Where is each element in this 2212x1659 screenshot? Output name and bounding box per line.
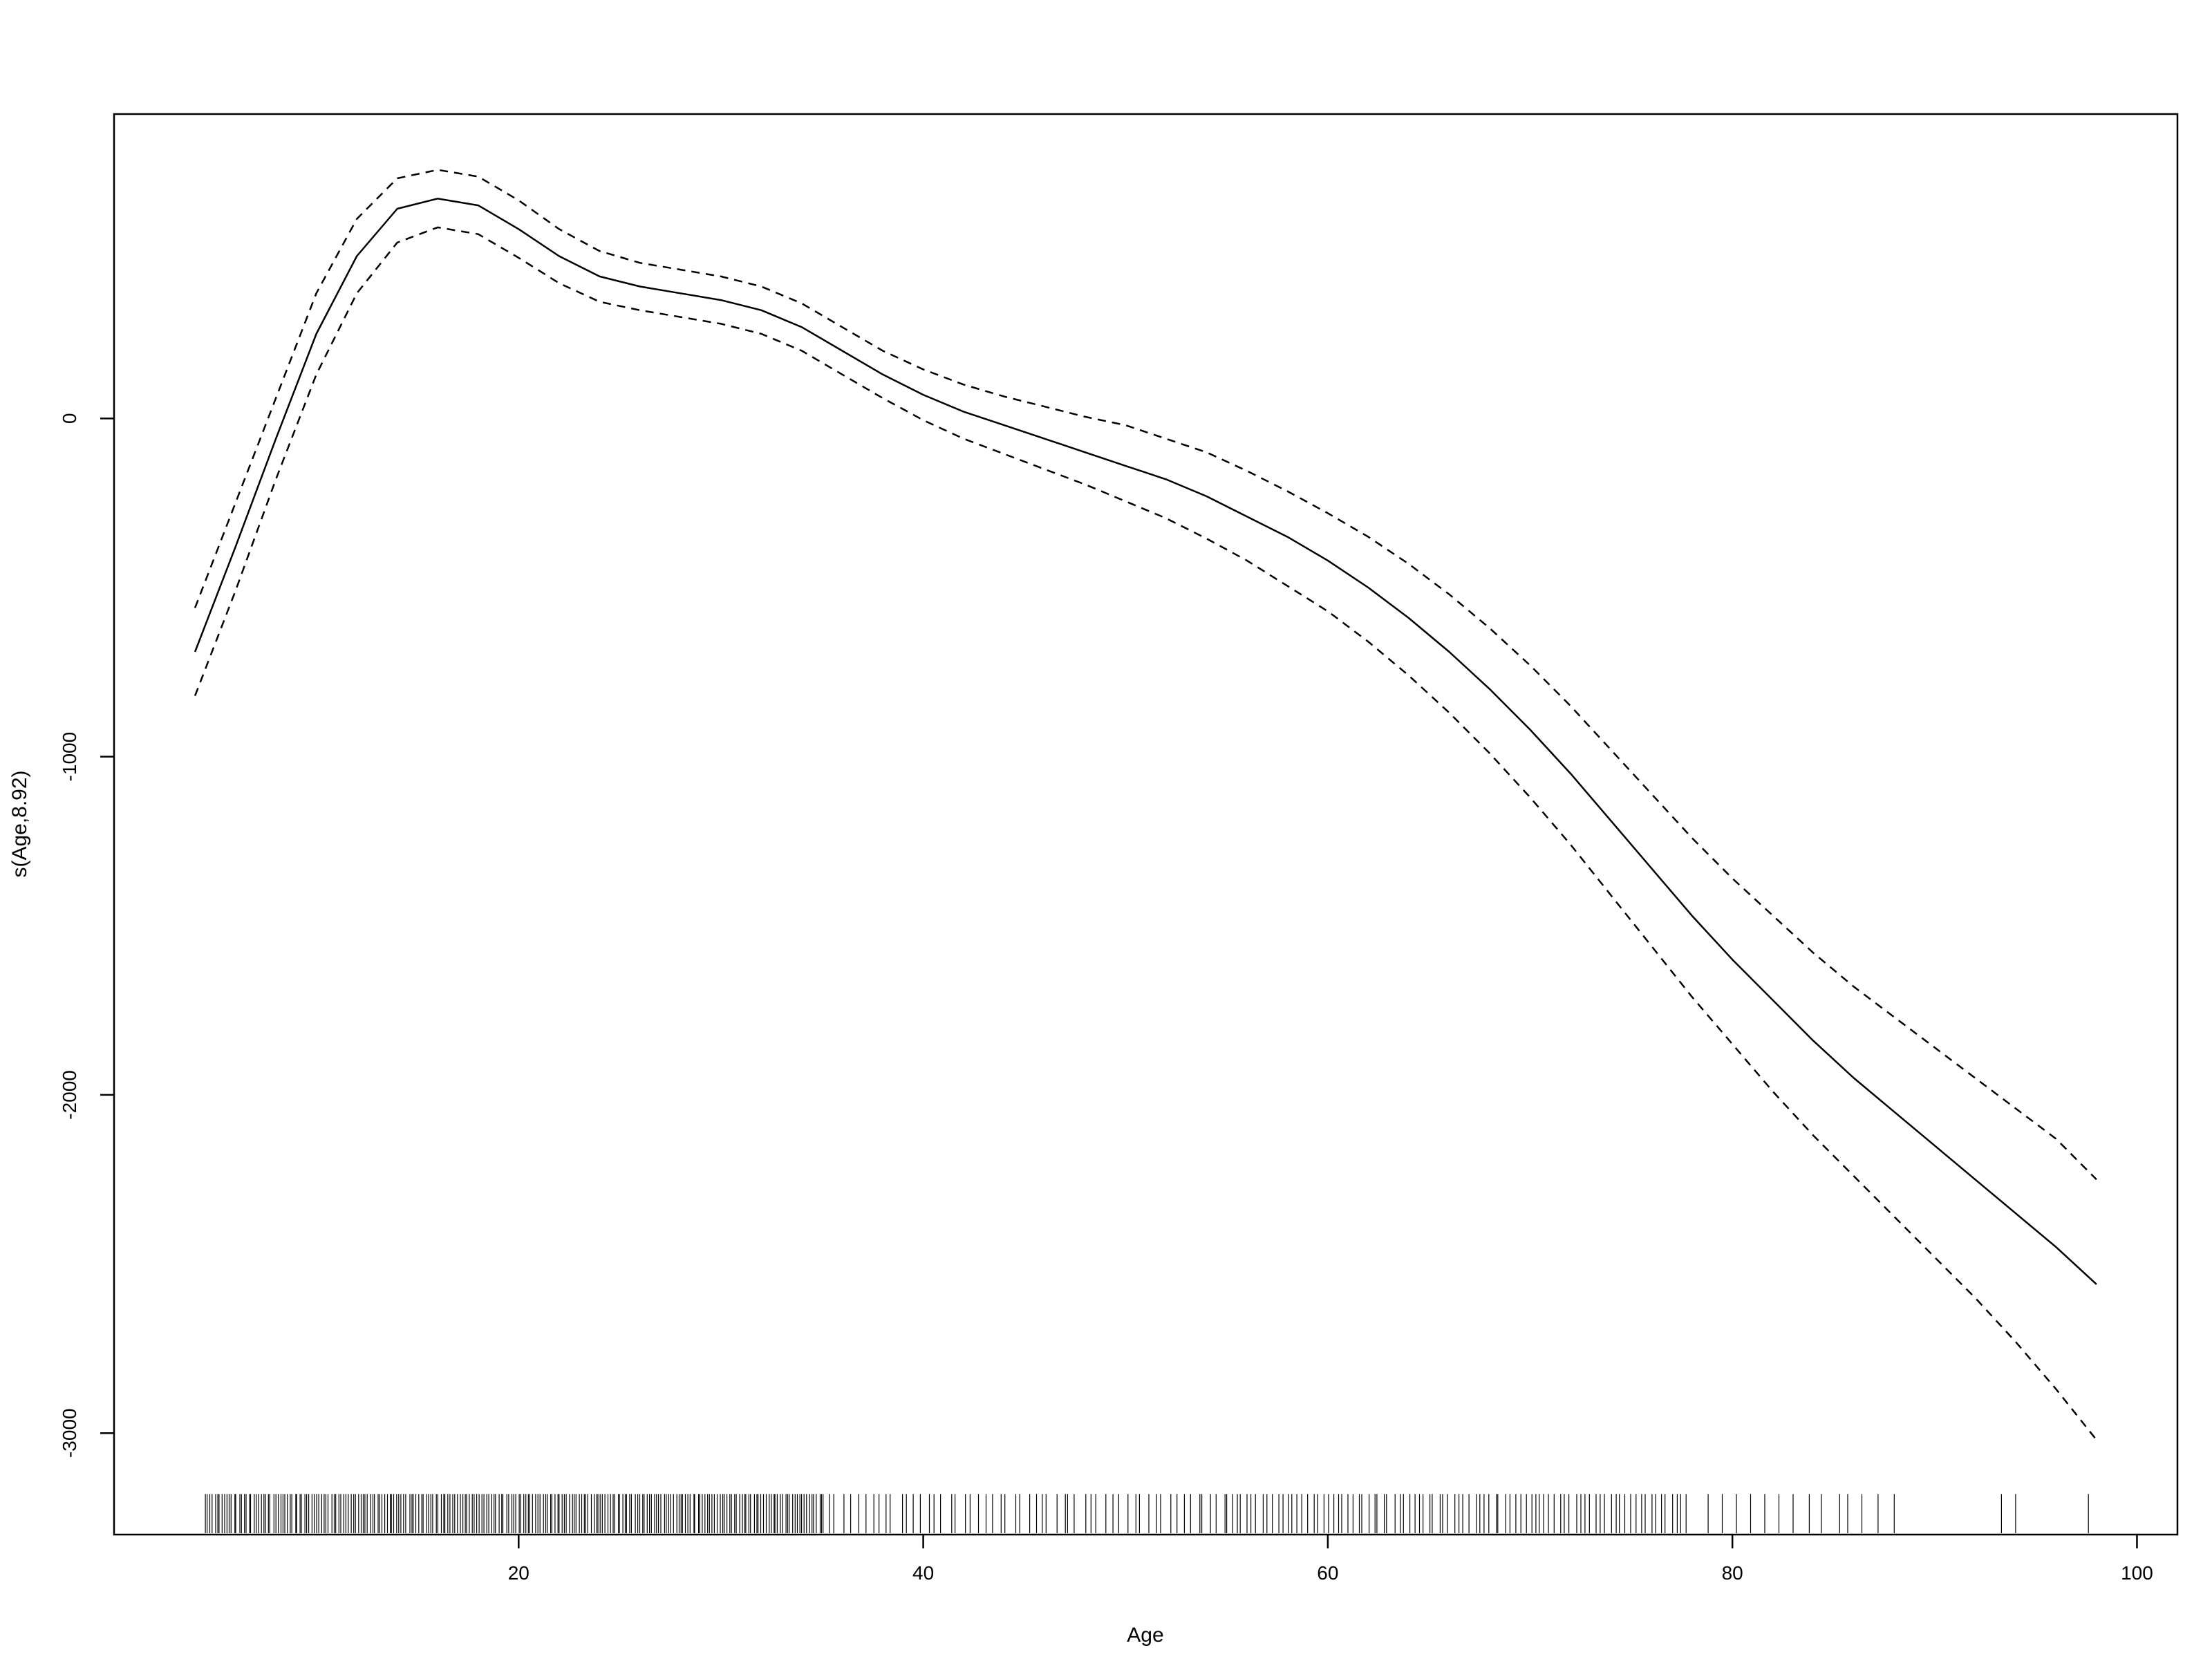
series-layer [194,169,2097,1441]
y-axis: -3000 -2000 -1000 0 [59,413,114,1458]
x-tick-label: 80 [1722,1562,1743,1584]
series-fit [194,198,2097,1285]
plot-frame [113,113,2179,1536]
y-axis-label: s(Age,8.92) [8,770,31,877]
x-tick-label: 100 [2121,1562,2153,1584]
y-tick-label: 0 [59,413,80,424]
x-tick-label: 20 [508,1562,529,1584]
x-tick-label: 40 [912,1562,934,1584]
y-tick-label: -2000 [59,1070,80,1120]
x-axis: 20 40 60 80 100 [508,1535,2153,1584]
series-upper-ci [194,169,2097,1181]
y-tick-label: -3000 [59,1408,80,1458]
x-tick-label: 60 [1317,1562,1338,1584]
rug [205,1494,2089,1533]
x-axis-label: Age [1127,1624,1163,1647]
series-lower-ci [194,226,2097,1441]
y-tick-label: -1000 [59,732,80,782]
